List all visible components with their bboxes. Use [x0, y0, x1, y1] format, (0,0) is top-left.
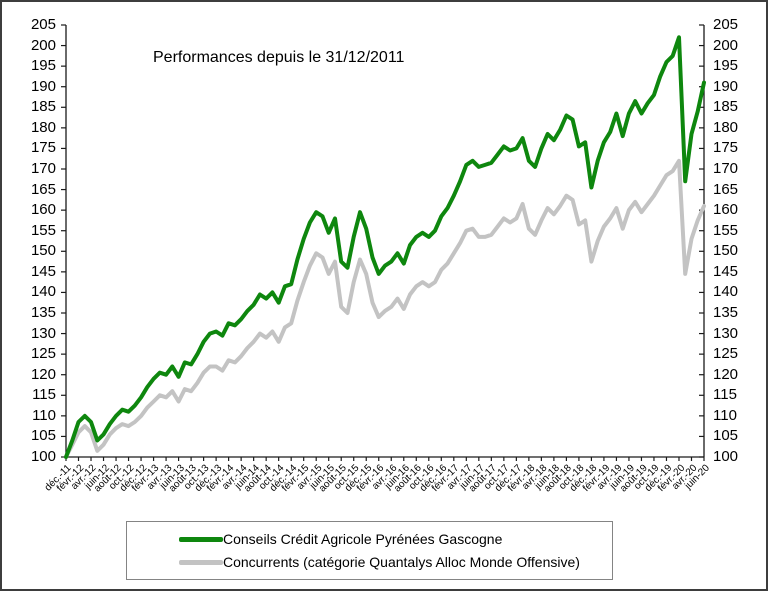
legend-line-swatch-gray [179, 559, 223, 565]
series-line-concurrents [64, 158, 706, 459]
legend-line-swatch-green [179, 536, 223, 542]
chart-title: Performances depuis le 31/12/2011 [153, 49, 405, 66]
series-line-conseils [64, 35, 706, 459]
legend-item-concurrents: Concurrents (catégorie Quantalys Alloc M… [179, 554, 612, 570]
legend-label-conseils: Conseils Crédit Agricole Pyrénées Gascog… [223, 531, 503, 547]
legend-item-conseils: Conseils Crédit Agricole Pyrénées Gascog… [179, 531, 612, 547]
legend: Conseils Crédit Agricole Pyrénées Gascog… [126, 521, 613, 580]
legend-label-concurrents: Concurrents (catégorie Quantalys Alloc M… [223, 554, 580, 570]
